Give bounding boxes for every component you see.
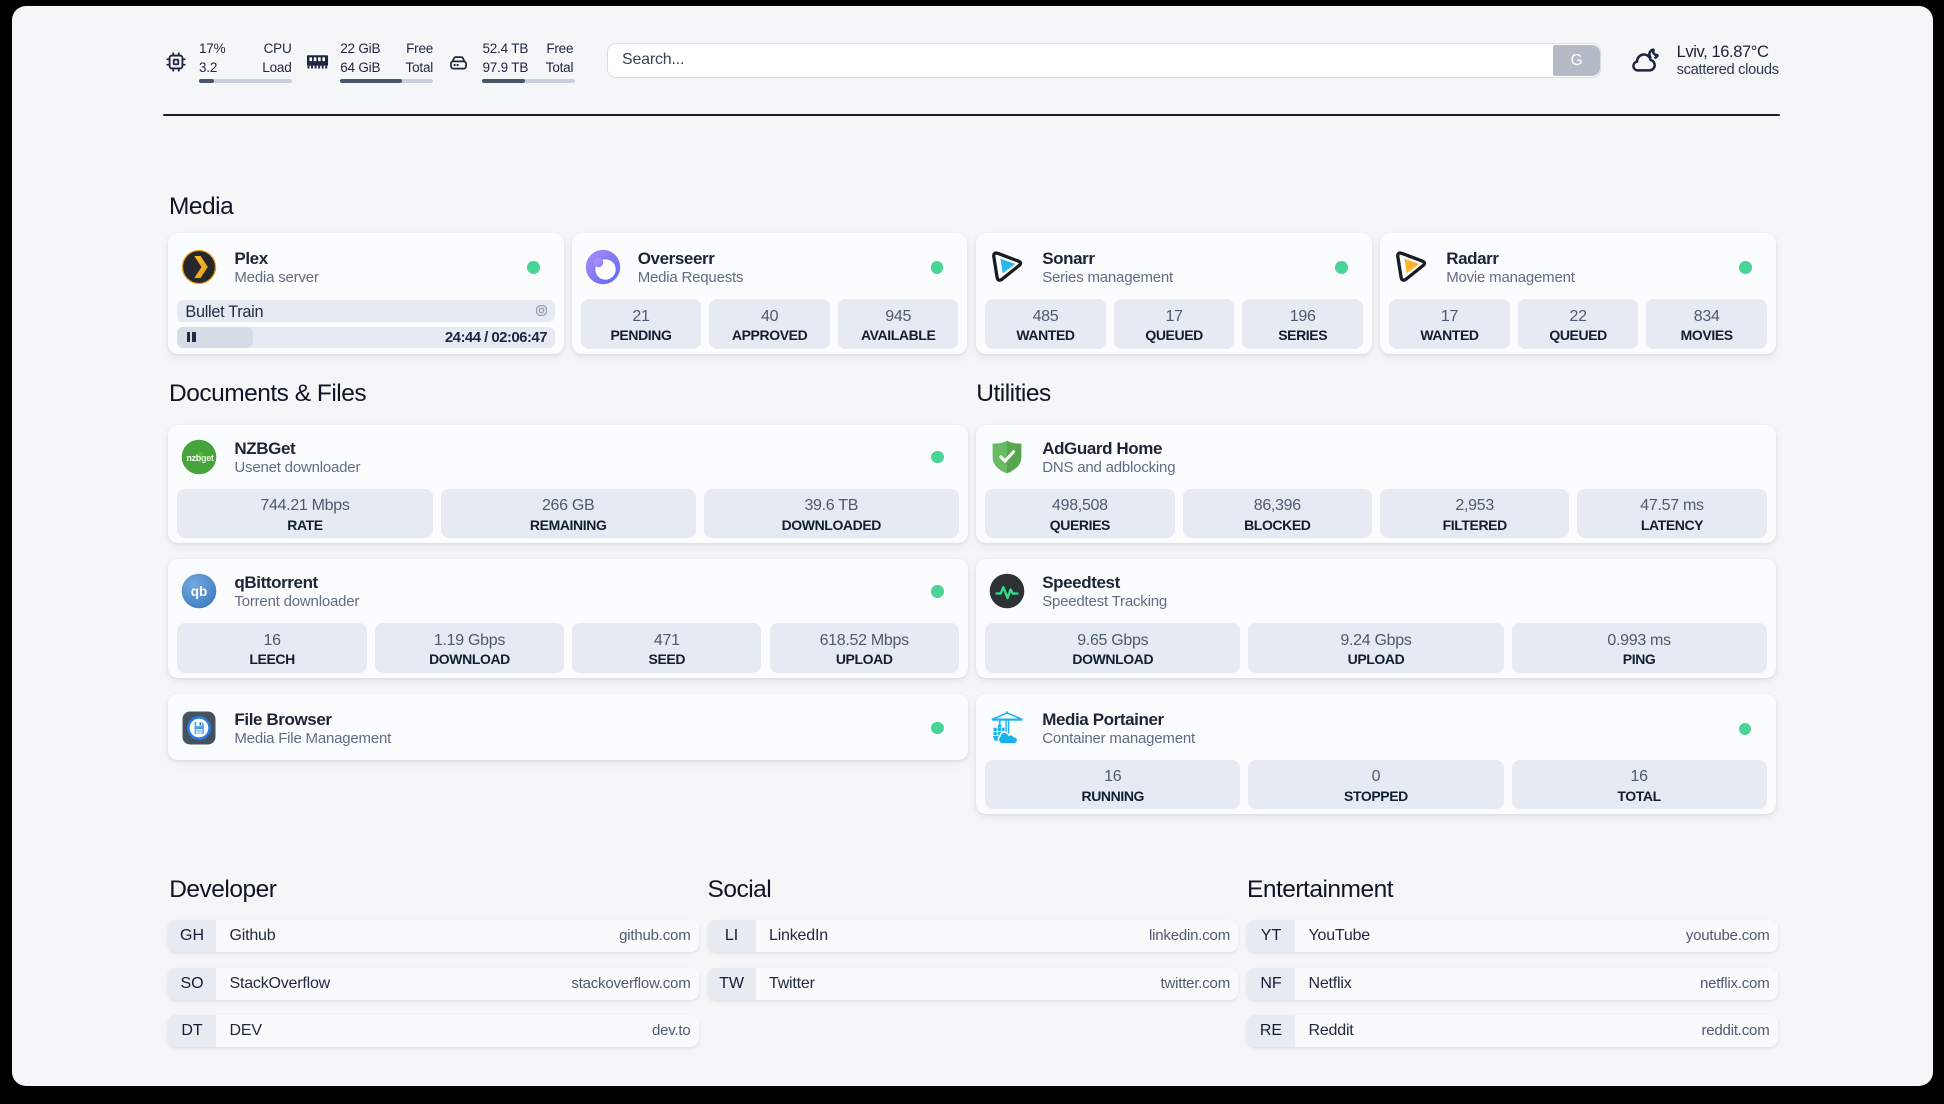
svg-text:nzb: nzb <box>187 452 202 462</box>
svg-text:qb: qb <box>191 584 208 599</box>
svg-text:get: get <box>201 452 214 462</box>
